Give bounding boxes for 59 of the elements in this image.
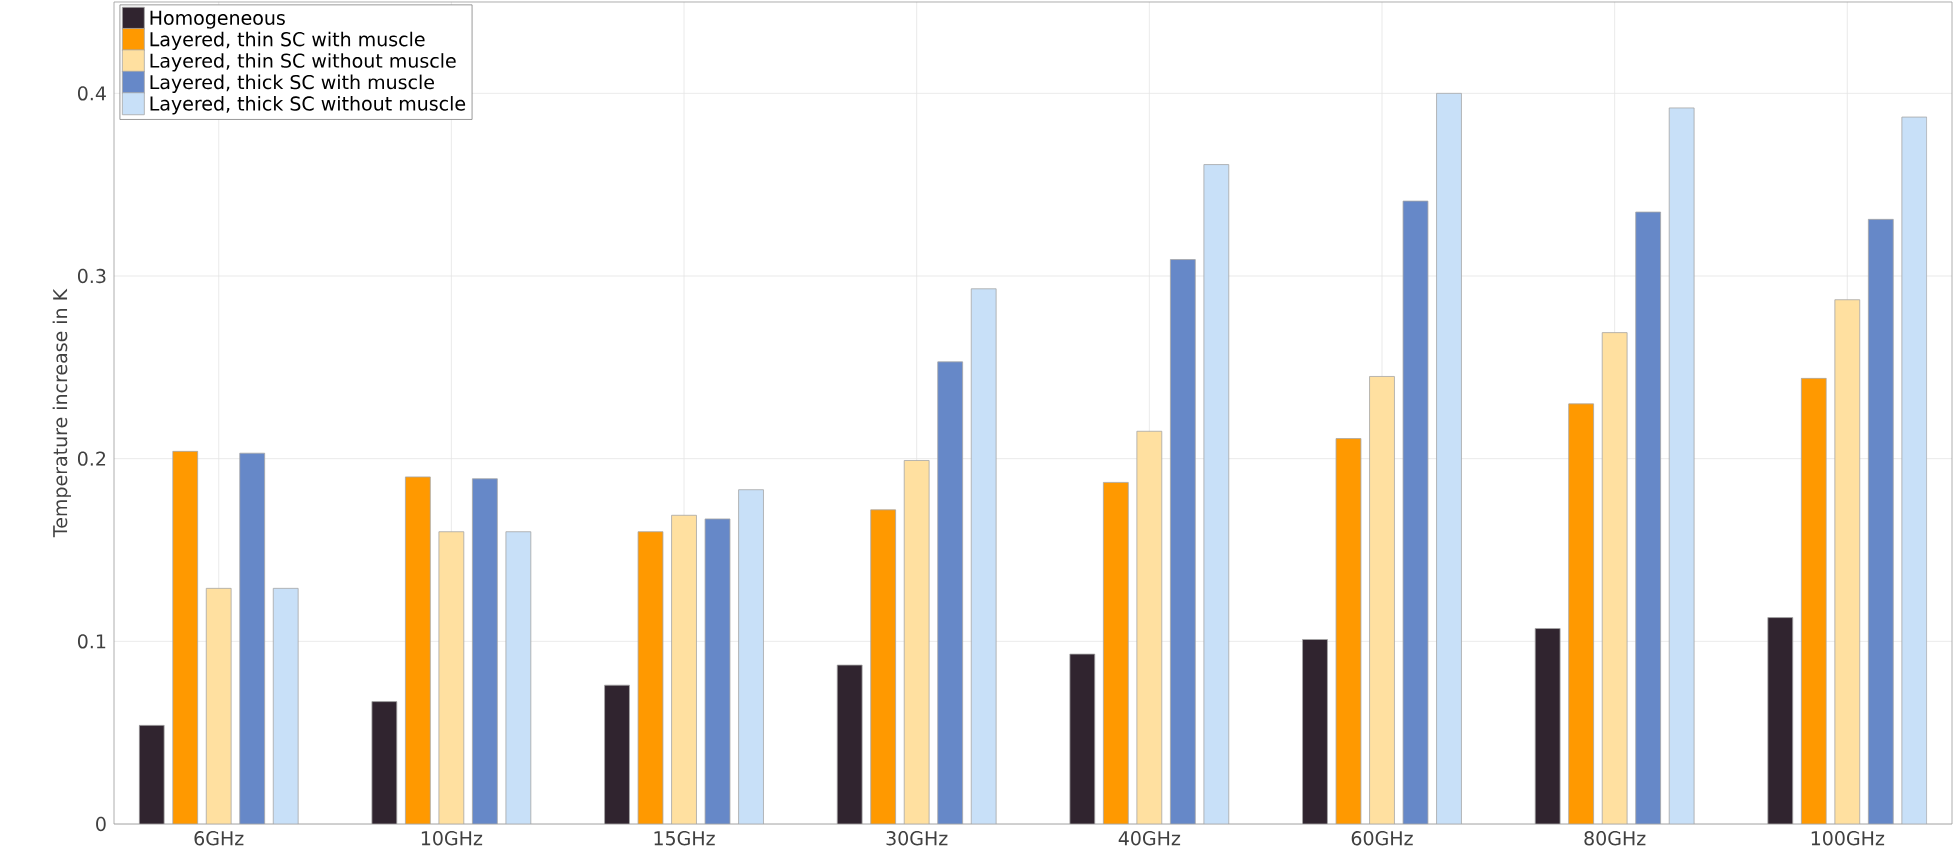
y-tick-label: 0.4 [77, 86, 106, 101]
bar [505, 531, 532, 824]
bar [637, 531, 664, 824]
bar [704, 518, 731, 824]
bar [272, 587, 299, 824]
bar [1834, 299, 1861, 824]
bar [1767, 617, 1794, 824]
bar [1402, 200, 1429, 824]
bar [937, 361, 964, 824]
legend-label: Layered, thin SC without muscle [150, 53, 456, 72]
bar [1069, 653, 1096, 824]
x-tick-label: 100GHz [1811, 831, 1885, 846]
bar [1635, 211, 1661, 824]
x-tick-label: 6GHz [194, 831, 244, 846]
legend-label: Layered, thick SC with muscle [150, 74, 434, 93]
x-tick-label: 15GHz [654, 831, 715, 846]
bar [1601, 332, 1628, 824]
legend-label: Layered, thin SC with muscle [150, 31, 425, 51]
bar [1668, 107, 1695, 824]
bar [1901, 116, 1928, 824]
bar [1369, 376, 1395, 824]
bar [870, 509, 897, 824]
bar [1534, 628, 1561, 824]
bar [438, 531, 465, 824]
bar [472, 478, 498, 824]
bar [671, 514, 697, 824]
bar [172, 450, 199, 824]
y-tick-label: 0.1 [77, 634, 106, 649]
bar [970, 288, 997, 824]
bar [138, 724, 165, 824]
y-tick-label: 0.3 [77, 268, 106, 284]
x-tick-label: 80GHz [1584, 831, 1646, 846]
bar [1436, 92, 1462, 824]
bar [239, 452, 266, 824]
bar [1867, 218, 1894, 824]
x-tick-label: 10GHz [421, 831, 483, 846]
x-tick-label: 40GHz [1118, 831, 1181, 846]
x-tick-label: 30GHz [886, 831, 948, 846]
bar [604, 684, 630, 824]
bar [205, 587, 232, 824]
y-tick-label: 0.2 [77, 451, 106, 466]
bar [1800, 377, 1827, 824]
bar [1302, 639, 1328, 824]
bar [371, 701, 398, 824]
bar [738, 489, 764, 824]
bar [836, 664, 863, 824]
bar [405, 476, 431, 824]
bar [1102, 482, 1129, 824]
bar [1203, 164, 1230, 824]
bar [903, 460, 930, 824]
y-axis-title: Temperature increase in K [52, 288, 71, 538]
bar [1136, 430, 1163, 824]
bar [1335, 438, 1362, 824]
bar [1169, 259, 1196, 824]
bar [1568, 403, 1594, 824]
legend-label: Homogeneous [150, 10, 285, 29]
legend-label: Layered, thick SC without muscle [150, 96, 466, 115]
x-tick-label: 60GHz [1351, 831, 1413, 846]
y-tick-label: 0 [96, 816, 106, 832]
